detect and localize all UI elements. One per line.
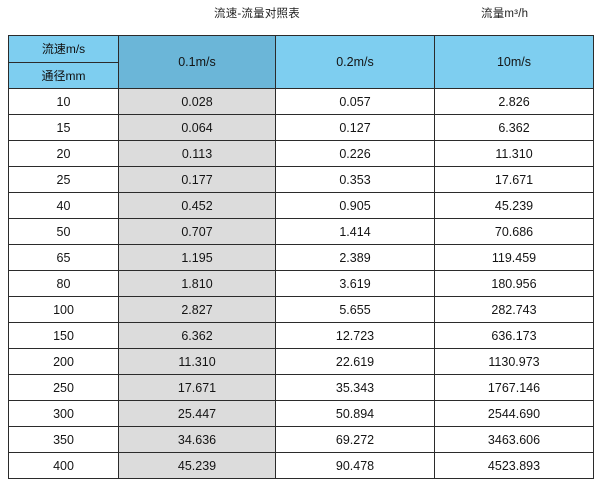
cell-flow-at-0.2ms: 22.619	[275, 348, 435, 375]
cell-flow-at-0.2ms: 0.353	[275, 166, 435, 193]
table-row: 100 2.827 5.655 282.743	[8, 296, 594, 323]
table-row: 150 6.362 12.723 636.173	[8, 322, 594, 349]
table-row: 80 1.810 3.619 180.956	[8, 270, 594, 297]
table-row: 200 11.310 22.619 1130.973	[8, 348, 594, 375]
cell-flow-at-0.1ms: 25.447	[118, 400, 276, 427]
column-header-velocity-1: 0.1m/s	[118, 35, 276, 89]
cell-flow-at-0.1ms: 11.310	[118, 348, 276, 375]
cell-nominal-diameter: 10	[8, 88, 119, 115]
table-row: 65 1.195 2.389 119.459	[8, 244, 594, 271]
cell-nominal-diameter: 25	[8, 166, 119, 193]
cell-flow-at-0.1ms: 0.707	[118, 218, 276, 245]
table-header: 流速m/s 通径mm 0.1m/s 0.2m/s 10m/s	[8, 35, 594, 89]
table-row: 250 17.671 35.343 1767.146	[8, 374, 594, 401]
cell-nominal-diameter: 250	[8, 374, 119, 401]
column-header-velocity-3: 10m/s	[434, 35, 594, 89]
cell-flow-at-0.1ms: 17.671	[118, 374, 276, 401]
cell-flow-at-10ms: 3463.606	[434, 426, 594, 453]
cell-flow-at-0.1ms: 0.177	[118, 166, 276, 193]
cell-flow-at-10ms: 119.459	[434, 244, 594, 271]
cell-nominal-diameter: 50	[8, 218, 119, 245]
flow-rate-table: 流速m/s 通径mm 0.1m/s 0.2m/s 10m/s 10 0.028 0.…	[8, 35, 594, 479]
table-row: 50 0.707 1.414 70.686	[8, 218, 594, 245]
corner-header-cell: 流速m/s 通径mm	[8, 35, 119, 89]
cell-nominal-diameter: 80	[8, 270, 119, 297]
cell-flow-at-10ms: 636.173	[434, 322, 594, 349]
table-row: 20 0.113 0.226 11.310	[8, 140, 594, 167]
cell-flow-at-10ms: 1767.146	[434, 374, 594, 401]
corner-velocity-label: 流速m/s	[9, 36, 118, 63]
cell-flow-at-0.2ms: 2.389	[275, 244, 435, 271]
cell-flow-at-0.2ms: 0.226	[275, 140, 435, 167]
cell-flow-at-10ms: 1130.973	[434, 348, 594, 375]
cell-flow-at-0.2ms: 35.343	[275, 374, 435, 401]
cell-flow-at-0.1ms: 0.113	[118, 140, 276, 167]
cell-flow-at-10ms: 180.956	[434, 270, 594, 297]
cell-flow-at-0.2ms: 50.894	[275, 400, 435, 427]
cell-flow-at-10ms: 2.826	[434, 88, 594, 115]
corner-diameter-label: 通径mm	[41, 68, 86, 83]
cell-flow-at-0.1ms: 0.028	[118, 88, 276, 115]
corner-split: 流速m/s 通径mm	[9, 36, 118, 88]
table-row: 10 0.028 0.057 2.826	[8, 88, 594, 115]
cell-flow-at-10ms: 45.239	[434, 192, 594, 219]
cell-flow-at-0.1ms: 34.636	[118, 426, 276, 453]
table-row: 15 0.064 0.127 6.362	[8, 114, 594, 141]
cell-flow-at-0.2ms: 3.619	[275, 270, 435, 297]
cell-flow-at-0.2ms: 5.655	[275, 296, 435, 323]
flow-table-container: 流速m/s 通径mm 0.1m/s 0.2m/s 10m/s 10 0.028 0.…	[8, 35, 594, 479]
cell-flow-at-10ms: 17.671	[434, 166, 594, 193]
cell-flow-at-0.2ms: 0.127	[275, 114, 435, 141]
cell-flow-at-0.2ms: 69.272	[275, 426, 435, 453]
table-body: 10 0.028 0.057 2.826 15 0.064 0.127 6.362 20 0.11…	[8, 88, 594, 479]
cell-flow-at-0.1ms: 0.064	[118, 114, 276, 141]
cell-flow-at-0.1ms: 6.362	[118, 322, 276, 349]
cell-nominal-diameter: 40	[8, 192, 119, 219]
table-row: 350 34.636 69.272 3463.606	[8, 426, 594, 453]
cell-flow-at-10ms: 6.362	[434, 114, 594, 141]
cell-nominal-diameter: 15	[8, 114, 119, 141]
cell-flow-at-10ms: 2544.690	[434, 400, 594, 427]
cell-nominal-diameter: 20	[8, 140, 119, 167]
cell-flow-at-0.1ms: 1.195	[118, 244, 276, 271]
cell-flow-at-0.2ms: 0.905	[275, 192, 435, 219]
cell-flow-at-0.2ms: 1.414	[275, 218, 435, 245]
cell-flow-at-10ms: 70.686	[434, 218, 594, 245]
unit-title: 流量m³/h	[481, 8, 529, 20]
column-header-velocity-2: 0.2m/s	[275, 35, 435, 89]
cell-flow-at-0.1ms: 0.452	[118, 192, 276, 219]
cell-flow-at-0.2ms: 0.057	[275, 88, 435, 115]
cell-nominal-diameter: 350	[8, 426, 119, 453]
header-row: 流速m/s 通径mm 0.1m/s 0.2m/s 10m/s	[8, 35, 594, 89]
cell-flow-at-0.1ms: 2.827	[118, 296, 276, 323]
cell-flow-at-10ms: 282.743	[434, 296, 594, 323]
cell-flow-at-10ms: 11.310	[434, 140, 594, 167]
cell-flow-at-0.2ms: 12.723	[275, 322, 435, 349]
cell-nominal-diameter: 150	[8, 322, 119, 349]
cell-nominal-diameter: 200	[8, 348, 119, 375]
caption-strip: 流速-流量对照表 流量m³/h	[0, 0, 600, 34]
cell-nominal-diameter: 300	[8, 400, 119, 427]
cell-nominal-diameter: 65	[8, 244, 119, 271]
cell-nominal-diameter: 100	[8, 296, 119, 323]
table-row: 300 25.447 50.894 2544.690	[8, 400, 594, 427]
cell-flow-at-0.1ms: 1.810	[118, 270, 276, 297]
table-row: 25 0.177 0.353 17.671	[8, 166, 594, 193]
table-row: 40 0.452 0.905 45.239	[8, 192, 594, 219]
main-title: 流速-流量对照表	[214, 8, 300, 20]
